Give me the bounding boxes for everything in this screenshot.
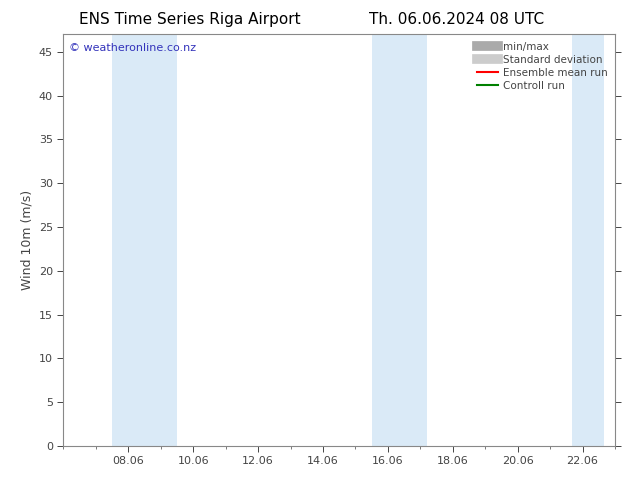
Bar [112,34,177,446]
Bar [372,34,427,446]
Bar [572,34,604,446]
Legend: min/max, Standard deviation, Ensemble mean run, Controll run: min/max, Standard deviation, Ensemble me… [473,37,612,95]
Y-axis label: Wind 10m (m/s): Wind 10m (m/s) [20,190,34,290]
Text: ENS Time Series Riga Airport: ENS Time Series Riga Airport [79,12,301,27]
Text: Th. 06.06.2024 08 UTC: Th. 06.06.2024 08 UTC [369,12,544,27]
Text: © weatheronline.co.nz: © weatheronline.co.nz [69,43,196,52]
